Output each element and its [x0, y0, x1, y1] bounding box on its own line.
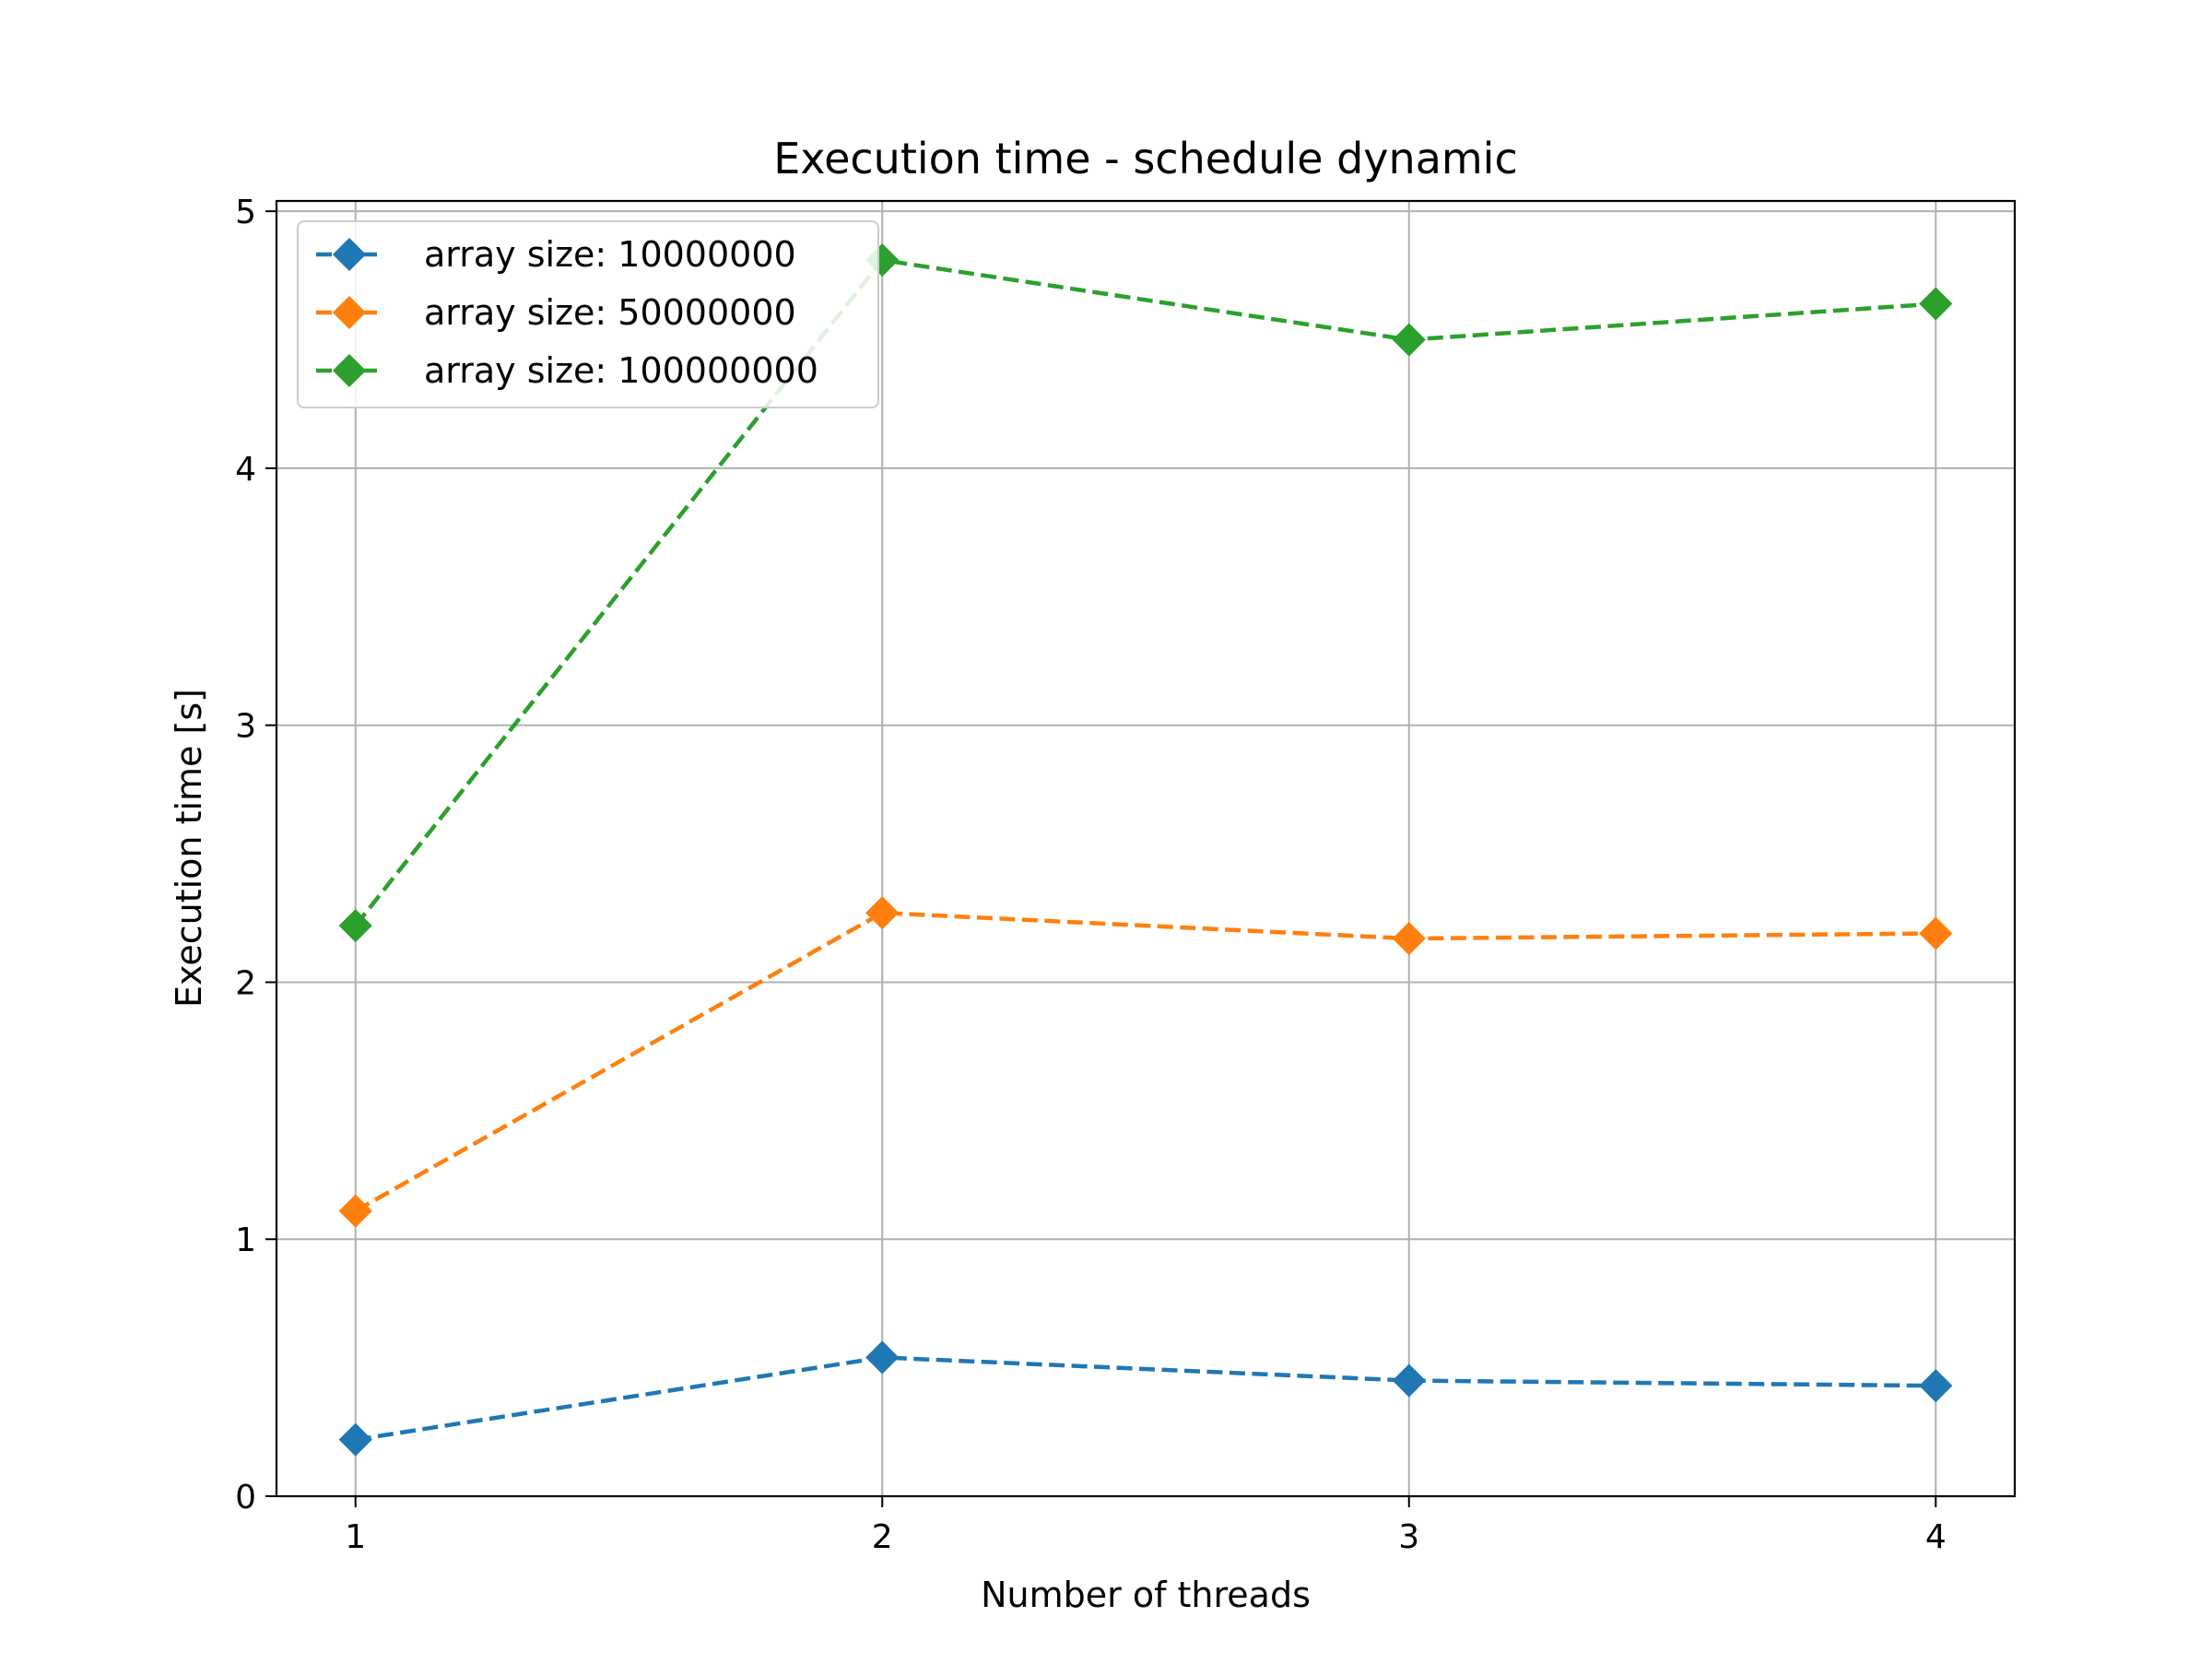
data-point	[1392, 323, 1426, 357]
legend-marker-icon	[332, 237, 367, 272]
x-axis-label: Number of threads	[981, 1575, 1311, 1615]
data-point	[1919, 916, 1953, 950]
x-tick-label: 3	[1398, 1518, 1419, 1556]
data-point	[338, 1422, 372, 1457]
grid	[276, 201, 2015, 1497]
series-layer	[338, 243, 1953, 1457]
y-tick-label: 5	[235, 194, 256, 231]
data-point	[1392, 1363, 1426, 1398]
x-tick-label: 1	[345, 1518, 366, 1556]
legend: array size: 10000000 array size: 50000000…	[297, 220, 879, 408]
y-tick-label: 1	[235, 1221, 256, 1259]
legend-label: array size: 100000000	[424, 350, 818, 391]
series-line	[354, 910, 1936, 1213]
plot-frame	[275, 199, 2017, 1498]
legend-box	[297, 220, 879, 408]
legend-label: array size: 50000000	[424, 292, 796, 333]
legend-marker-icon	[332, 353, 367, 388]
data-point	[1919, 287, 1953, 321]
x-tick-label: 2	[872, 1518, 893, 1556]
legend-item: array size: 10000000	[316, 234, 796, 275]
ticks: 1 2 3 4 0 1 2 3 4 5	[235, 194, 1947, 1556]
series-2	[338, 896, 1953, 1228]
y-tick-label: 0	[235, 1479, 256, 1516]
data-point	[338, 909, 372, 943]
legend-item: array size: 100000000	[316, 350, 818, 391]
y-tick-label: 3	[235, 708, 256, 746]
y-tick-label: 4	[235, 451, 256, 489]
legend-item: array size: 50000000	[316, 292, 796, 333]
x-tick-label: 4	[1925, 1518, 1947, 1556]
series-1	[338, 1340, 1953, 1457]
data-point	[1919, 1369, 1953, 1403]
chart-title: Execution time - schedule dynamic	[773, 134, 1518, 183]
data-point	[338, 1194, 372, 1228]
y-tick-label: 2	[235, 964, 256, 1002]
legend-marker-icon	[332, 295, 367, 330]
series-line	[355, 1355, 1936, 1442]
y-axis-label: Execution time [s]	[169, 689, 209, 1008]
data-point	[1392, 922, 1426, 956]
legend-label: array size: 10000000	[424, 234, 796, 275]
data-point	[865, 896, 900, 930]
series-line	[353, 257, 1936, 927]
data-point	[865, 1340, 900, 1375]
